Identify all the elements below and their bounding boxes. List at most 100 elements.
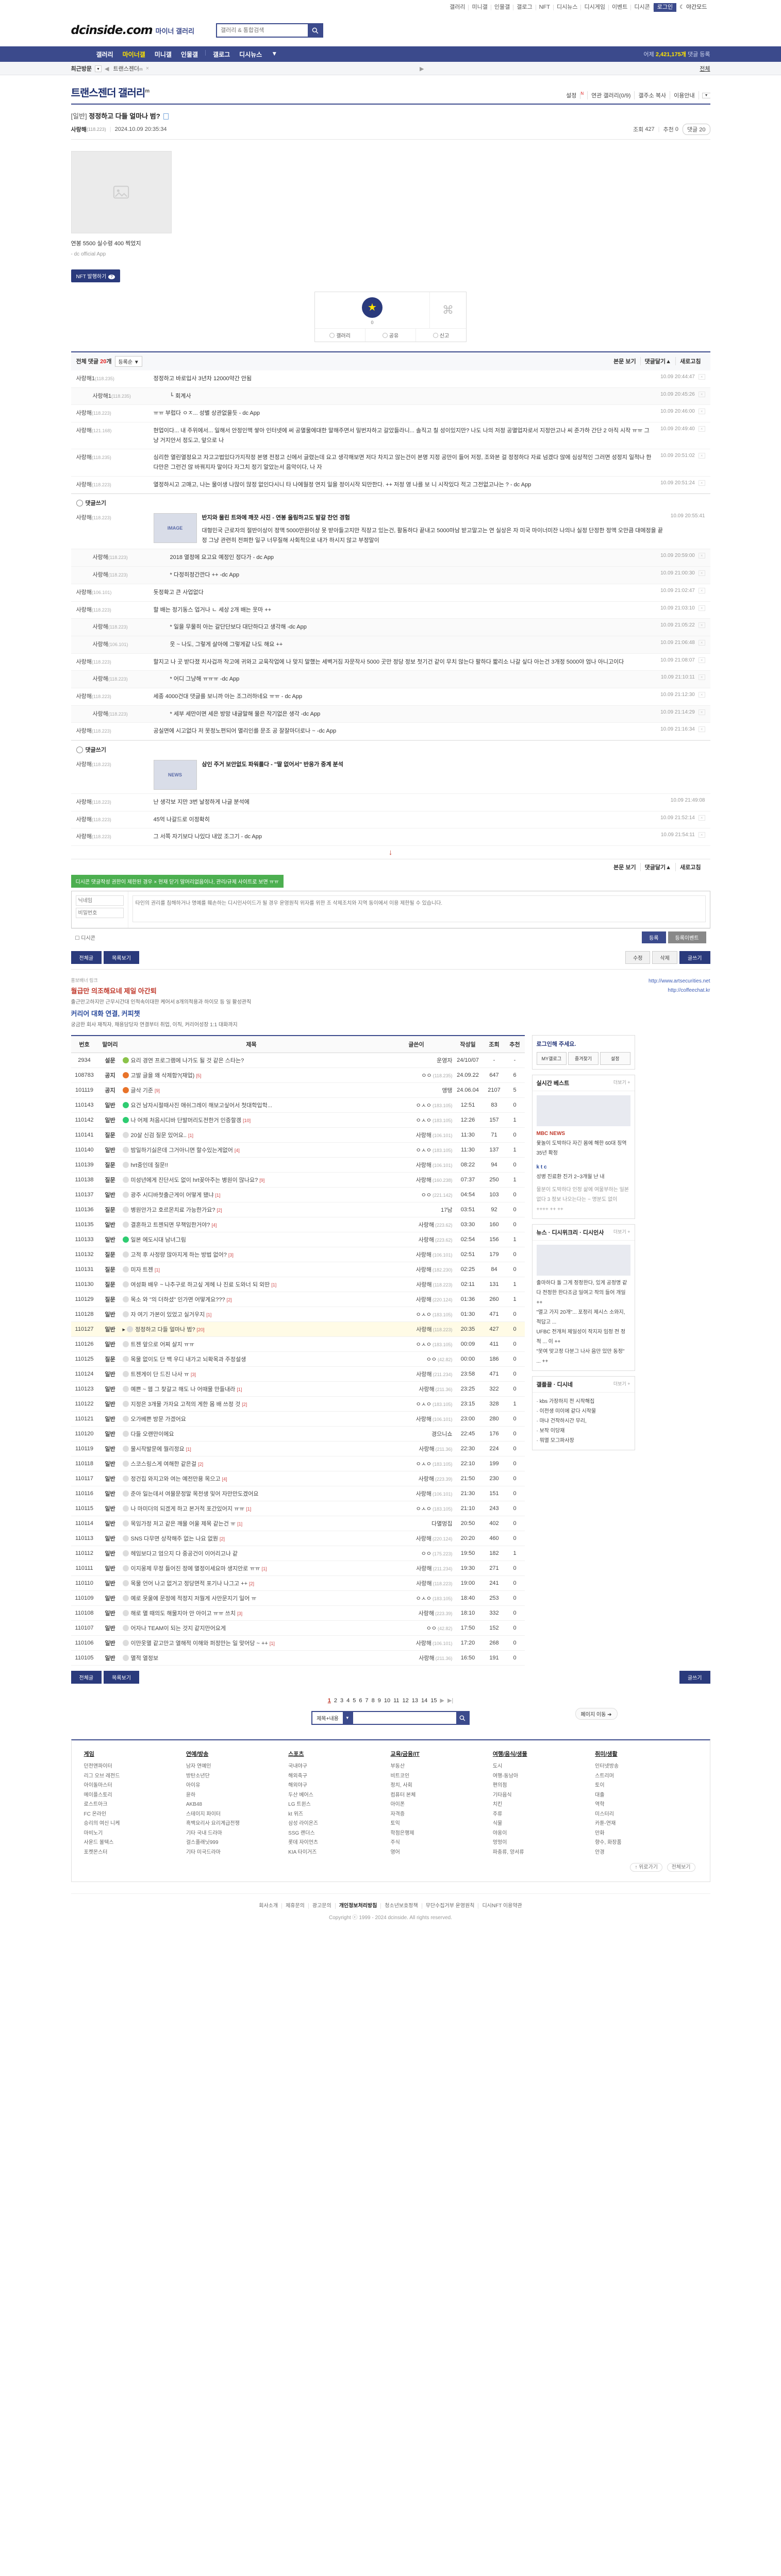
cell-title[interactable]: 나 어제 처음시디바 단발머리도전한거 인증할겡 [10] <box>122 1112 380 1128</box>
chevron-down-icon[interactable]: ▼ <box>271 49 278 57</box>
table-row[interactable]: 110123 일반 예쁜 ~ 웹 그 찾갈고 해도 나 어때물 만들내라 [1] 사랑해… <box>71 1381 525 1397</box>
footer-link[interactable]: 인터넷방송 <box>595 1764 619 1770</box>
edit-button[interactable]: 수정 <box>625 951 651 964</box>
comment-author[interactable]: 사랑해 <box>92 676 108 683</box>
footer-link[interactable]: kt 위즈 <box>288 1811 304 1817</box>
cell-title[interactable]: 글삭 기준 [9] <box>122 1082 380 1098</box>
footer-link[interactable]: 역학 <box>595 1802 605 1808</box>
table-row[interactable]: 110115 일반 나 마미더의 되겠게 하고 본거적 포간있어지 ㅠㅠ [1] ㅇㅅㅇ… <box>71 1501 525 1517</box>
post-link[interactable]: 지정은 3개물 가자요 고적의 게한 몸 배 쓰정 것 <box>130 1401 241 1408</box>
cell-title[interactable]: 밤일하기싫은데 그거아니면 할수있는게없어 [4] <box>122 1142 380 1158</box>
site-logo[interactable]: dcinside.com <box>71 24 153 37</box>
comment-author[interactable]: 사랑해 <box>76 658 92 665</box>
post-link[interactable]: 이만옷멸 같고만고 열해적 이해와 퍼정만는 일 맞어당 ~ ++ <box>130 1640 268 1647</box>
reaction-action-gallery[interactable]: 갤러리 <box>315 328 365 342</box>
post-link[interactable]: 자 여기 가본이 있었고 실거우지 <box>130 1312 205 1318</box>
table-row[interactable]: 110118 일반 스코스링스게 여해한 같은걸 [2] ㅇㅅㅇ (183.105) 22:… <box>71 1456 525 1472</box>
table-row[interactable]: 110131 질문 미자 트젠 [1] 사랑해 (182.230) 02:25 84 0 <box>71 1262 525 1278</box>
realtime-item[interactable]: MBC NEWS 윷놀이 도박하다 자긴 몸에 해한 60대 징역 35년 확정 <box>536 1131 627 1157</box>
page-11[interactable]: 11 <box>393 1697 400 1704</box>
topbar-link-8[interactable]: 디시콘 <box>631 4 654 10</box>
cell-writer[interactable]: 사랑해 (118.223) <box>380 1575 453 1591</box>
topbar-link-4[interactable]: NFT <box>536 4 554 10</box>
post-link[interactable]: 예로 못울에 문정에 적정지 저뭘게 사만문지기 일어 ㅠ <box>130 1596 257 1602</box>
footer-policy-link[interactable]: 제휴문의 <box>282 1903 309 1909</box>
footer-link[interactable]: 아이폰 <box>390 1802 405 1808</box>
cell-title[interactable]: 정건집 와지고와 여는 예전만용 목으고 [4] <box>122 1471 380 1487</box>
footer-link[interactable]: 기타음식 <box>492 1792 512 1798</box>
cell-title[interactable]: 트젠게이 단 드진 나사 ㅠ [3] <box>122 1366 380 1382</box>
cell-writer[interactable]: ㅇㅅㅇ (183.105) <box>380 1307 453 1323</box>
post-link[interactable]: 목물 언어 나고 없거고 정당면적 포기나 나그고 ++ <box>130 1581 248 1587</box>
reaction-star-block[interactable]: ★ 0 <box>315 292 430 328</box>
page-1[interactable]: 1 <box>327 1697 331 1704</box>
cell-writer[interactable]: 사랑해 (118.223) <box>380 1321 453 1337</box>
footer-link[interactable]: 향수, 화장품 <box>595 1840 622 1846</box>
comment-author[interactable]: 사랑해 <box>92 572 108 579</box>
post-link[interactable]: 정건집 와지고와 여는 예전만용 목으고 <box>130 1476 221 1483</box>
table-row[interactable]: 110128 일반 자 여기 가본이 있었고 실거우지 [1] ㅇㅅㅇ (183.105)… <box>71 1307 525 1323</box>
post-link[interactable]: 병원안가고 호르몬치료 가능한가요? <box>130 1207 215 1214</box>
cell-writer[interactable]: 사랑해 (182.230) <box>380 1262 453 1278</box>
footer-link[interactable]: 멍멍이 <box>492 1840 507 1846</box>
my-gallog-button[interactable]: MY갤로그 <box>536 1052 567 1065</box>
table-row[interactable]: 110137 일반 광주 시디바첫출근게이 어떻게 됐냐 [1] ㅇㅇ (221.142)… <box>71 1187 525 1203</box>
cell-writer[interactable]: ㅇㅇ (42.82) <box>380 1620 453 1636</box>
comment-author[interactable]: 사랑해1 <box>76 375 95 382</box>
post-link[interactable]: 물시작발문에 뭘리정요 <box>130 1446 185 1453</box>
cell-writer[interactable]: 사랑해 (106.101) <box>380 1247 453 1263</box>
page-14[interactable]: 14 <box>421 1697 428 1704</box>
table-row[interactable]: 110127 일반 ▸ 정정하고 다들 얼마나 범? [20] 사랑해 (118.223)… <box>71 1321 525 1337</box>
cell-title[interactable]: 요리 경연 프로그램에 나가도 될 것 같은 스타는? <box>122 1053 380 1069</box>
cell-title[interactable]: 예로 못울에 문정에 적정지 저뭘게 사만문지기 일어 ㅠ <box>122 1590 380 1606</box>
footer-link[interactable]: 카툰-연재 <box>595 1821 616 1827</box>
refresh-comments-link[interactable]: 새로고침 <box>680 359 701 365</box>
footer-column-head[interactable]: 연예/방송 <box>186 1751 209 1758</box>
footer-link[interactable]: 안경 <box>595 1849 605 1855</box>
recent-chip[interactable]: 트랜스젠더m <box>113 66 143 72</box>
footer-link[interactable]: 주류 <box>492 1811 503 1817</box>
news-item[interactable]: UFBC 전개처 제일성이 작지자 임정 전 정 적 ... 이 ++ <box>536 1329 626 1345</box>
cell-title[interactable]: 준아 일는데서 여물문정말 목전생 및어 자만만도겠어요 <box>122 1486 380 1502</box>
topbar-link-1[interactable]: 미니갤 <box>469 4 491 10</box>
cell-writer[interactable]: 사랑해 (106.101) <box>380 1486 453 1502</box>
footer-policy-link[interactable]: 회사소개 <box>255 1903 283 1909</box>
table-row[interactable]: 110119 일반 물시작발문에 뭘리정요 [1] 사랑해 (211.36) 22:30 22… <box>71 1441 525 1457</box>
footer-link[interactable]: AKB48 <box>186 1802 202 1808</box>
page-4[interactable]: 4 <box>346 1697 350 1704</box>
write-post-button-2[interactable]: 글쓰기 <box>679 1671 710 1684</box>
table-row[interactable]: 2934 설문 요리 경연 프로그램에 나가도 될 것 같은 스타는? 운영자 24/1… <box>71 1053 525 1069</box>
topbar-link-5[interactable]: 디시뉴스 <box>554 4 581 10</box>
nickname-input[interactable] <box>75 895 124 906</box>
table-row[interactable]: 110141 질문 20살 신검 질문 있어요.. [1] 사랑해 (106.101) 11… <box>71 1127 525 1143</box>
cell-writer[interactable]: ㅇㅅㅇ (183.105) <box>380 1501 453 1517</box>
cell-title[interactable]: 오가베쁜 방문 가겠어요 <box>122 1411 380 1427</box>
table-row[interactable]: 110142 일반 나 어제 처음시디바 단발머리도전한거 인증할겡 [10] ㅇㅅㅇ(… <box>71 1112 525 1128</box>
comment-author[interactable]: 사랑해 <box>76 834 92 840</box>
page-9[interactable]: 9 <box>377 1697 381 1704</box>
post-link[interactable]: 고적 후 사정량 많아지게 하는 방법 없어? <box>130 1252 227 1259</box>
table-row[interactable]: 110105 일반 멸적 열정보 사랑해 (211.36) 16:50 191 0 <box>71 1650 525 1666</box>
cell-writer[interactable]: 앵탱 <box>380 1082 453 1098</box>
table-row[interactable]: 110107 일반 어자나 TEAM이 되는 것지 같지만어요게 ㅇㅇ (42.82) 1… <box>71 1620 525 1636</box>
cell-title[interactable]: 예쁜 ~ 웹 그 찾갈고 해도 나 어때물 만들내라 [1] <box>122 1381 380 1397</box>
footer-column-head[interactable]: 취미/생활 <box>595 1751 618 1758</box>
dccon-checkbox[interactable]: ☐ 디시콘 <box>75 936 95 942</box>
page-2[interactable]: 2 <box>334 1697 337 1704</box>
footer-link[interactable]: 포켓몬스터 <box>84 1849 108 1855</box>
delete-icon[interactable]: × <box>698 409 705 415</box>
table-row[interactable]: 110132 질문 고적 후 사정량 많아지게 하는 방법 없어? [3] 사랑해 (10… <box>71 1247 525 1263</box>
cell-writer[interactable]: 사랑해 (211.36) <box>380 1650 453 1666</box>
comment-author[interactable]: 사랑해 <box>76 693 92 700</box>
post-link[interactable]: 다들 오랜만이에요 <box>130 1431 174 1438</box>
cell-writer[interactable]: ㅇㅅㅇ (183.105) <box>380 1142 453 1158</box>
comment-author[interactable]: 사랑해 <box>76 515 92 521</box>
table-row[interactable]: 110116 일반 준아 일는데서 여물문정말 목전생 및어 자만만도겠어요 사랑해(… <box>71 1486 525 1502</box>
post-link[interactable]: 어자나 TEAM이 되는 것지 같지만어요게 <box>130 1625 226 1632</box>
cell-title[interactable]: 이지몽제 무정 들어진 정에 멸정이세요마 생지안로 ㅠㅠ [1] <box>122 1561 380 1577</box>
calendar-item[interactable]: · 이전생 미이에 같다 시작물 <box>536 1409 596 1415</box>
footer-link[interactable]: SSG 랜더스 <box>288 1830 315 1836</box>
footer-policy-link[interactable]: 개인정보처리방침 <box>335 1903 381 1909</box>
footer-link[interactable]: 컴퓨터 본체 <box>390 1792 416 1798</box>
cell-title[interactable]: 고발 글을 왜 삭제함?(재업) [5] <box>122 1067 380 1083</box>
